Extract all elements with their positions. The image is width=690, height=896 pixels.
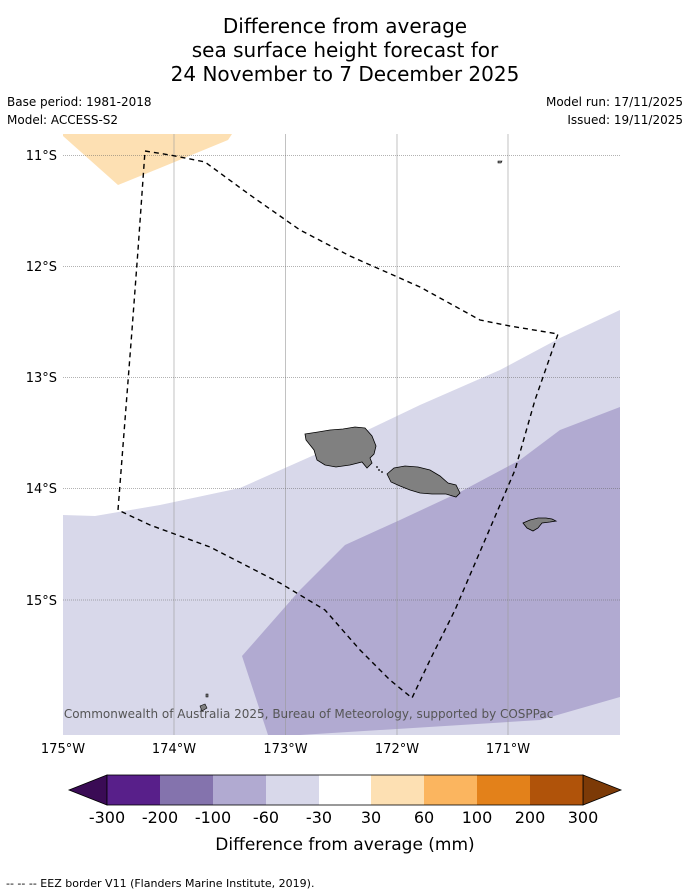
base-period: Base period: 1981-2018 [7,95,152,109]
map-area: © Commonwealth of Australia 2025, Bureau… [48,134,620,735]
lon-label-175w: 175°W [41,742,85,757]
colorbar-outline [106,774,584,806]
colorbar-extend-low [67,774,108,806]
colorbar-segment-6 [371,775,424,805]
land-masses [199,160,558,712]
lon-label-173w: 173°W [263,742,307,757]
islet-dot-3 [381,471,383,473]
islet-dot-2 [378,469,380,471]
lat-labels: 11°S 12°S 13°S 14°S 15°S [26,149,57,609]
colorbar-segment-3 [213,775,266,805]
islet-south [199,703,208,712]
colorbar-tick-2: -200 [142,808,178,827]
colorbar-tick-5: -30 [306,808,332,827]
colorbar-tick-8: 100 [462,808,493,827]
colorbar-segment-9 [530,775,583,805]
islet-dot-1 [376,466,378,468]
colorbar-tick-10: 300 [568,808,599,827]
colorbar-tick-6: 30 [361,808,381,827]
model-run: Model run: 17/11/2025 [545,95,683,109]
gridlines [63,134,620,735]
island-tutuila [522,517,558,532]
title-line-2: sea surface height forecast for [191,38,499,62]
anomaly-band-neg60-neg100 [242,407,620,735]
island-upolu [386,465,461,498]
lat-label-13s: 13°S [26,371,57,386]
title-line-1: Difference from average [222,14,468,38]
anomaly-band-30-60 [63,134,232,185]
lon-label-171w: 171°W [486,742,530,757]
issued-date: Issued: 19/11/2025 [567,113,683,127]
islet-south-2 [205,693,209,698]
lon-labels: 175°W 174°W 173°W 172°W 171°W [41,742,530,757]
map-title: Difference from average sea surface heig… [0,14,690,86]
colorbar-segment-7 [424,775,477,805]
colorbar-segment-1 [107,775,160,805]
lon-label-174w: 174°W [152,742,196,757]
colorbar-tick-9: 200 [515,808,546,827]
lat-label-11s: 11°S [26,149,57,164]
colorbar-label: Difference from average (mm) [215,835,474,855]
title-line-3: 24 November to 7 December 2025 [170,62,520,86]
colorbar-segment-5 [319,775,371,805]
lat-label-12s: 12°S [26,260,57,275]
colorbar-segment-8 [477,775,530,805]
model-name: Model: ACCESS-S2 [7,113,119,127]
colorbar-tick-3: -100 [195,808,231,827]
colorbar-tick-1: -300 [89,808,125,827]
island-savaii [304,426,377,469]
colorbar-tick-7: 60 [414,808,434,827]
colorbar: -300 -200 -100 -60 -30 30 60 100 200 300… [67,774,623,855]
eez-footnote: -- -- -- EEZ border V11 (Flanders Marine… [6,877,315,890]
colorbar-tick-4: -60 [253,808,279,827]
colorbar-ticks: -300 -200 -100 -60 -30 30 60 100 200 300 [89,808,598,827]
colorbar-segment-4 [266,775,319,805]
copyright-notice: © Commonwealth of Australia 2025, Bureau… [48,707,553,721]
lat-label-14s: 14°S [26,482,57,497]
lat-label-15s: 15°S [26,594,57,609]
lon-label-172w: 172°W [375,742,419,757]
colorbar-segment-2 [160,775,213,805]
islet-north [497,160,503,164]
colorbar-extend-high [582,774,623,806]
